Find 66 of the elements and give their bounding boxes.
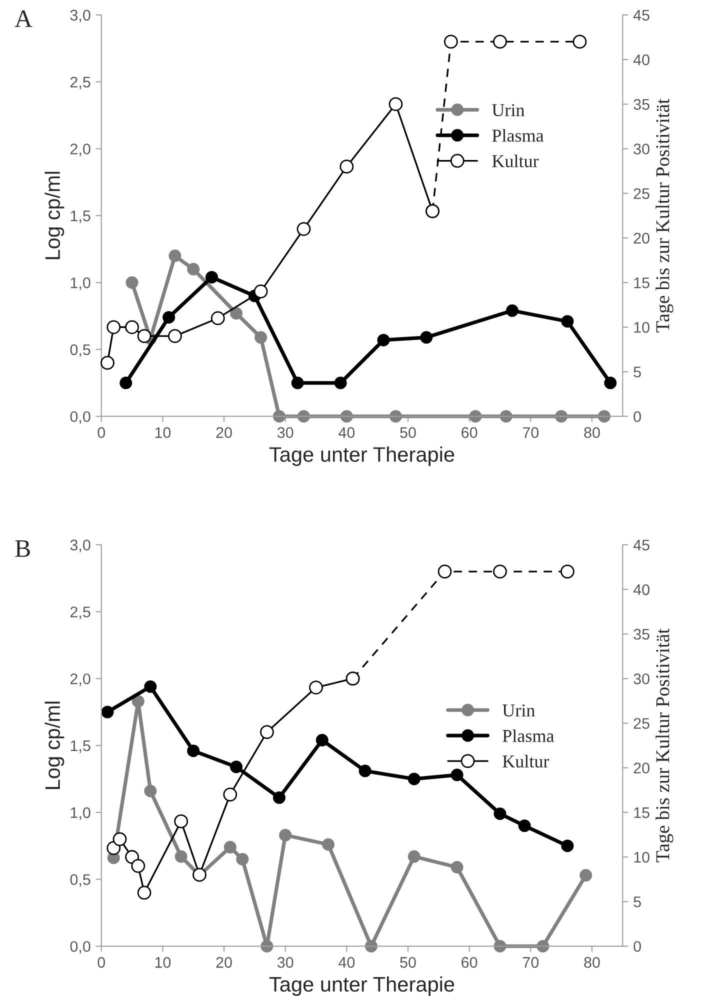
y2-tick-label: 15 xyxy=(634,278,650,288)
chart-title: A xyxy=(14,10,32,27)
legend-label: Urin xyxy=(502,704,535,717)
y2-tick-label: 0 xyxy=(634,411,641,422)
y2-tick-label: 40 xyxy=(633,54,650,66)
legend-label: Urin xyxy=(492,104,524,116)
y-tick-label: 2,5 xyxy=(70,76,90,90)
legend-label: Kultur xyxy=(502,754,550,768)
y-tick-label: 1,5 xyxy=(70,740,90,753)
x-tick-label: 10 xyxy=(155,427,171,438)
y-tick-label: 2,0 xyxy=(70,673,90,686)
y2-tick-label: 45 xyxy=(633,540,650,550)
x-axis-title: Tage unter Therapie xyxy=(269,976,454,996)
y-tick-label: 1,0 xyxy=(70,807,90,820)
y-tick-label: 1,0 xyxy=(70,277,90,290)
y-tick-label: 0,0 xyxy=(70,941,90,954)
y2-axis-title: Tage bis zur Kultur Positivität xyxy=(656,98,674,332)
y-axis-title: Log cp/ml xyxy=(44,702,64,789)
y2-tick-label: 30 xyxy=(634,673,650,684)
y2-axis-title: Tage bis zur Kultur Positivität xyxy=(656,628,674,862)
y2-tick-label: 15 xyxy=(634,807,650,818)
y2-tick-label: 35 xyxy=(634,99,650,110)
x-tick-label: 30 xyxy=(277,427,294,438)
x-tick-label: 10 xyxy=(155,957,171,968)
y2-tick-label: 25 xyxy=(634,188,650,200)
y-tick-label: 2,0 xyxy=(70,144,90,156)
y2-tick-label: 10 xyxy=(634,322,650,333)
legend-label: Kultur xyxy=(492,154,539,168)
legend-label: Plasma xyxy=(492,129,544,142)
y2-tick-label: 10 xyxy=(634,852,650,863)
x-tick-label: 40 xyxy=(338,957,355,968)
x-tick-label: 70 xyxy=(522,427,539,438)
y-tick-label: 0,5 xyxy=(70,874,90,887)
y2-tick-label: 45 xyxy=(633,10,650,21)
y2-tick-label: 5 xyxy=(634,366,641,378)
legend-label: Plasma xyxy=(502,729,554,742)
x-tick-label: 40 xyxy=(338,427,355,438)
x-tick-label: 0 xyxy=(98,427,106,438)
y2-tick-label: 5 xyxy=(634,896,641,908)
y2-tick-label: 25 xyxy=(634,718,650,729)
y2-tick-label: 20 xyxy=(634,762,650,774)
y2-tick-label: 20 xyxy=(634,232,650,244)
x-tick-label: 60 xyxy=(462,427,478,438)
y2-tick-label: 0 xyxy=(634,941,641,952)
x-tick-label: 0 xyxy=(98,957,106,968)
y-tick-label: 3,0 xyxy=(70,540,90,552)
y2-tick-label: 40 xyxy=(633,584,650,596)
x-tick-label: 20 xyxy=(216,957,232,968)
x-tick-label: 70 xyxy=(522,957,539,968)
y-axis-title: Log cp/ml xyxy=(44,172,64,260)
x-tick-label: 60 xyxy=(462,957,478,968)
chart-title: B xyxy=(15,540,30,557)
y-tick-label: 2,5 xyxy=(70,606,90,620)
y-tick-label: 0,0 xyxy=(70,411,90,424)
x-tick-label: 30 xyxy=(277,957,294,968)
x-tick-label: 50 xyxy=(400,957,416,968)
x-tick-label: 20 xyxy=(216,427,232,438)
x-tick-label: 50 xyxy=(400,427,416,438)
x-tick-label: 80 xyxy=(584,957,600,968)
y-tick-label: 3,0 xyxy=(70,10,90,22)
y2-tick-label: 35 xyxy=(634,628,650,640)
y2-tick-label: 30 xyxy=(634,144,650,154)
y-tick-label: 1,5 xyxy=(70,210,90,224)
x-axis-title: Tage unter Therapie xyxy=(269,446,454,466)
y-tick-label: 0,5 xyxy=(70,344,90,357)
x-tick-label: 80 xyxy=(584,427,600,438)
